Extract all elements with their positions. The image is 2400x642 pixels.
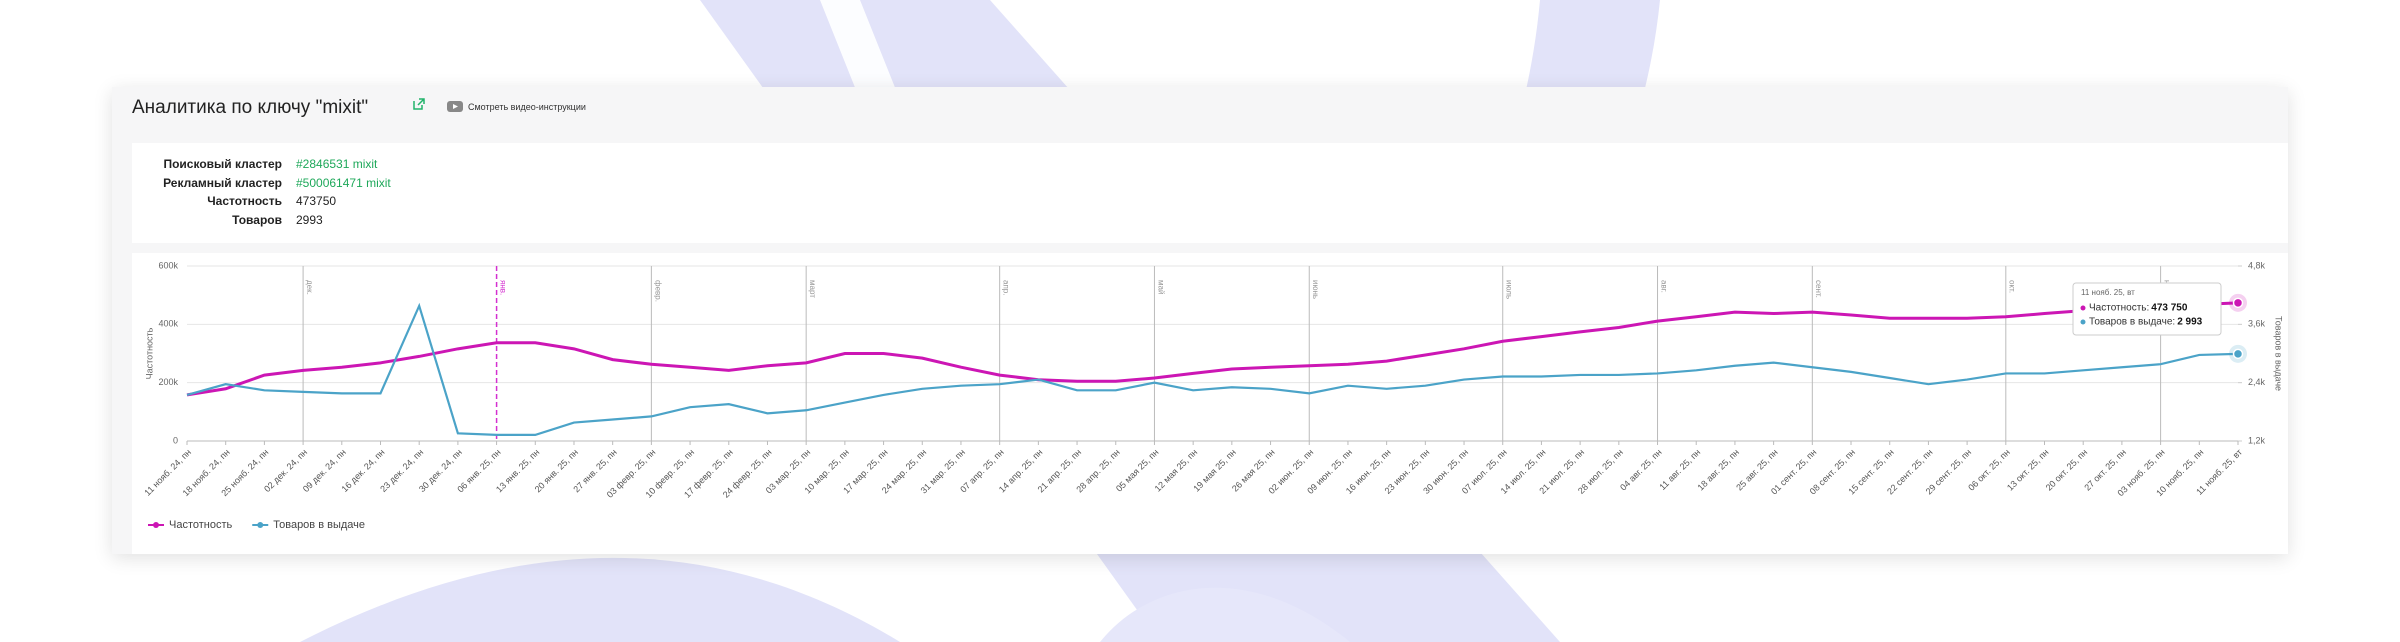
external-link[interactable] xyxy=(412,97,426,111)
chart-panel xyxy=(132,253,2288,554)
month-label: авг. xyxy=(1659,280,1668,293)
info-label: Рекламный кластер xyxy=(163,175,282,190)
tooltip-value: 2 993 xyxy=(2177,317,2202,328)
series-line xyxy=(186,302,2239,436)
info-value: 2993 xyxy=(296,212,323,227)
legend-dot xyxy=(153,522,159,528)
tooltip-dot xyxy=(2080,319,2086,325)
legend-dot xyxy=(257,522,264,528)
month-label: март xyxy=(808,280,817,298)
info-value[interactable]: #2846531 mixit xyxy=(296,157,378,171)
page-title: Аналитика по ключу "mixit" xyxy=(132,97,369,118)
tooltip-name: Товаров в выдаче: xyxy=(2089,317,2175,328)
y2-tick-label: 2,4k xyxy=(2248,377,2266,387)
month-label: дек. xyxy=(305,280,314,295)
y-tick-label: 600k xyxy=(158,260,178,270)
month-label: сент. xyxy=(1814,280,1823,298)
tooltip-name: Частотность: xyxy=(2089,303,2149,314)
info-label: Товаров xyxy=(232,212,282,227)
card: Аналитика по ключу "mixit" Смотреть виде… xyxy=(112,87,2288,554)
active-point xyxy=(2232,297,2244,309)
active-point xyxy=(2232,348,2244,360)
tooltip-value: 473 750 xyxy=(2151,303,2188,314)
tooltip-date: 11 нояб. 25, вт xyxy=(2081,288,2135,297)
month-label: июль xyxy=(1505,280,1514,299)
y2-tick-label: 4,8k xyxy=(2248,260,2266,270)
legend-label: Товаров в выдаче xyxy=(273,519,365,531)
tooltip-dot xyxy=(2080,305,2086,311)
info-value: 473750 xyxy=(296,194,337,208)
month-label: янв. xyxy=(498,280,507,295)
series-line xyxy=(186,301,2239,397)
month-label: май xyxy=(1156,280,1165,294)
month-label: июнь xyxy=(1311,280,1320,299)
y2-tick-label: 3,6k xyxy=(2248,319,2266,329)
info-label: Поисковый кластер xyxy=(163,157,282,171)
y2-axis-title: Товаров в выдаче xyxy=(2274,316,2284,391)
y2-tick-label: 1,2k xyxy=(2248,435,2266,445)
y-tick-label: 400k xyxy=(158,319,178,329)
y-axis-title: Частотность xyxy=(144,327,154,379)
month-label: апр. xyxy=(1002,280,1011,295)
info-value[interactable]: #500061471 mixit xyxy=(296,175,391,190)
legend-label: Частотность xyxy=(169,519,233,531)
tooltip-box xyxy=(2072,282,2222,336)
y-tick-label: 200k xyxy=(158,377,178,387)
month-label: окт. xyxy=(2008,280,2017,293)
button-label: Смотреть видео-инструкции xyxy=(468,101,586,112)
info-label: Частотность xyxy=(207,194,282,208)
month-label: февр. xyxy=(653,280,662,302)
y-tick-label: 0 xyxy=(173,435,178,445)
info-panel: Поисковый кластер #2846531 mixit Рекламный… xyxy=(132,143,2288,243)
video-button[interactable]: Смотреть видео-инструкции xyxy=(447,101,586,112)
